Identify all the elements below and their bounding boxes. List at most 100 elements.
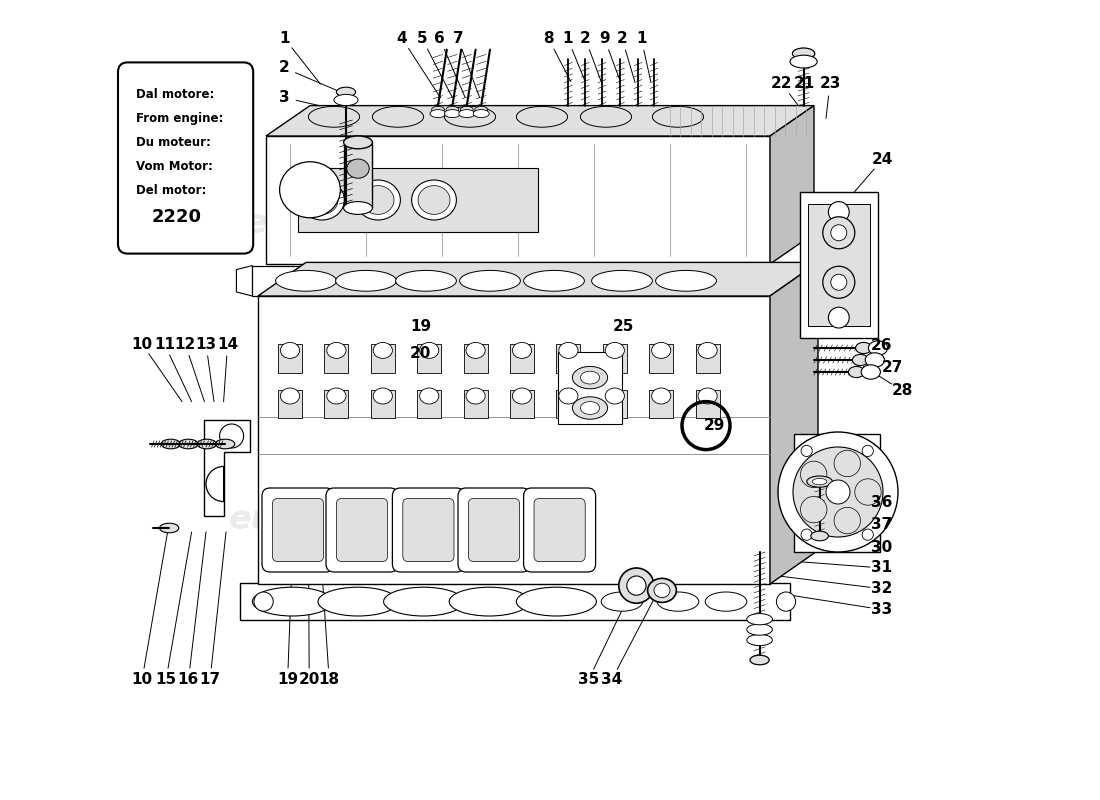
Text: 34: 34 bbox=[601, 673, 623, 687]
Ellipse shape bbox=[179, 439, 198, 449]
Text: 33: 33 bbox=[871, 602, 892, 617]
Bar bbox=[603, 344, 627, 373]
Ellipse shape bbox=[747, 614, 772, 625]
Text: 3: 3 bbox=[279, 90, 289, 105]
FancyBboxPatch shape bbox=[273, 498, 323, 562]
Circle shape bbox=[823, 217, 855, 249]
FancyBboxPatch shape bbox=[534, 498, 585, 562]
Polygon shape bbox=[770, 106, 814, 264]
Text: 29: 29 bbox=[703, 418, 725, 433]
Bar bbox=[649, 390, 673, 418]
Ellipse shape bbox=[648, 578, 676, 602]
Ellipse shape bbox=[444, 106, 496, 127]
Ellipse shape bbox=[605, 388, 625, 404]
Bar bbox=[278, 390, 303, 418]
Text: Del motor:: Del motor: bbox=[135, 184, 206, 197]
Bar bbox=[278, 344, 303, 373]
Ellipse shape bbox=[418, 186, 450, 214]
Ellipse shape bbox=[306, 186, 338, 214]
Bar bbox=[557, 344, 581, 373]
Ellipse shape bbox=[197, 439, 217, 449]
Text: 2: 2 bbox=[279, 61, 289, 75]
Text: 8: 8 bbox=[543, 31, 553, 46]
Text: 20: 20 bbox=[298, 673, 320, 687]
Bar bbox=[510, 344, 534, 373]
Ellipse shape bbox=[602, 592, 642, 611]
Ellipse shape bbox=[216, 439, 234, 449]
Ellipse shape bbox=[705, 592, 747, 611]
Text: eurospares: eurospares bbox=[549, 503, 759, 537]
Text: 19: 19 bbox=[410, 319, 431, 334]
Ellipse shape bbox=[430, 110, 446, 118]
Text: Du moteur:: Du moteur: bbox=[135, 136, 210, 149]
Ellipse shape bbox=[513, 388, 531, 404]
Circle shape bbox=[834, 450, 860, 477]
Text: 27: 27 bbox=[882, 361, 903, 375]
Ellipse shape bbox=[327, 388, 346, 404]
FancyBboxPatch shape bbox=[393, 488, 464, 572]
Bar bbox=[649, 344, 673, 373]
Circle shape bbox=[627, 576, 646, 595]
Ellipse shape bbox=[581, 371, 600, 384]
FancyBboxPatch shape bbox=[337, 498, 387, 562]
Ellipse shape bbox=[652, 106, 704, 127]
Ellipse shape bbox=[373, 106, 424, 127]
Ellipse shape bbox=[419, 388, 439, 404]
Ellipse shape bbox=[651, 388, 671, 404]
Ellipse shape bbox=[806, 476, 833, 487]
Circle shape bbox=[828, 307, 849, 328]
Ellipse shape bbox=[160, 523, 179, 533]
Circle shape bbox=[801, 446, 812, 457]
Ellipse shape bbox=[299, 180, 344, 220]
Bar bbox=[417, 344, 441, 373]
Text: 9: 9 bbox=[600, 31, 609, 46]
Polygon shape bbox=[258, 262, 818, 296]
Bar bbox=[371, 390, 395, 418]
FancyBboxPatch shape bbox=[118, 62, 253, 254]
Circle shape bbox=[801, 461, 827, 487]
Bar bbox=[324, 390, 349, 418]
Bar bbox=[807, 204, 870, 326]
Text: 36: 36 bbox=[871, 495, 893, 510]
Text: 2220: 2220 bbox=[152, 208, 201, 226]
Text: 24: 24 bbox=[871, 153, 893, 167]
Text: 19: 19 bbox=[277, 673, 298, 687]
Ellipse shape bbox=[466, 342, 485, 358]
Ellipse shape bbox=[656, 270, 716, 291]
Polygon shape bbox=[204, 420, 250, 516]
Text: 17: 17 bbox=[199, 673, 221, 687]
Circle shape bbox=[862, 529, 873, 540]
Text: 25: 25 bbox=[613, 319, 635, 334]
Circle shape bbox=[777, 592, 795, 611]
Polygon shape bbox=[770, 262, 818, 584]
FancyBboxPatch shape bbox=[469, 498, 519, 562]
Ellipse shape bbox=[813, 478, 827, 485]
Circle shape bbox=[862, 446, 873, 457]
Ellipse shape bbox=[654, 583, 670, 598]
Text: 30: 30 bbox=[871, 540, 892, 554]
Text: 15: 15 bbox=[155, 673, 177, 687]
Polygon shape bbox=[252, 266, 780, 296]
Ellipse shape bbox=[384, 587, 463, 616]
Bar bbox=[794, 434, 880, 552]
Text: 5: 5 bbox=[417, 31, 427, 46]
Ellipse shape bbox=[444, 110, 461, 118]
Ellipse shape bbox=[431, 106, 444, 113]
Ellipse shape bbox=[461, 106, 473, 113]
Polygon shape bbox=[343, 142, 373, 208]
Ellipse shape bbox=[811, 531, 828, 541]
Text: 1: 1 bbox=[279, 31, 289, 46]
Text: 16: 16 bbox=[178, 673, 199, 687]
Ellipse shape bbox=[162, 439, 180, 449]
Circle shape bbox=[830, 274, 847, 290]
Bar bbox=[463, 344, 487, 373]
Text: Dal motore:: Dal motore: bbox=[135, 88, 214, 101]
Ellipse shape bbox=[276, 270, 337, 291]
Bar bbox=[695, 344, 719, 373]
Ellipse shape bbox=[651, 342, 671, 358]
Circle shape bbox=[823, 266, 855, 298]
Bar bbox=[510, 390, 534, 418]
Ellipse shape bbox=[343, 202, 373, 214]
Ellipse shape bbox=[373, 388, 393, 404]
Text: 7: 7 bbox=[453, 31, 463, 46]
